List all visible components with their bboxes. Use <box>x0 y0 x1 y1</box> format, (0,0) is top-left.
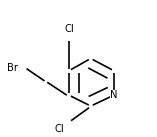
Text: Cl: Cl <box>55 124 64 134</box>
Text: Cl: Cl <box>64 24 74 34</box>
Text: N: N <box>110 90 118 100</box>
Text: Br: Br <box>7 63 18 73</box>
